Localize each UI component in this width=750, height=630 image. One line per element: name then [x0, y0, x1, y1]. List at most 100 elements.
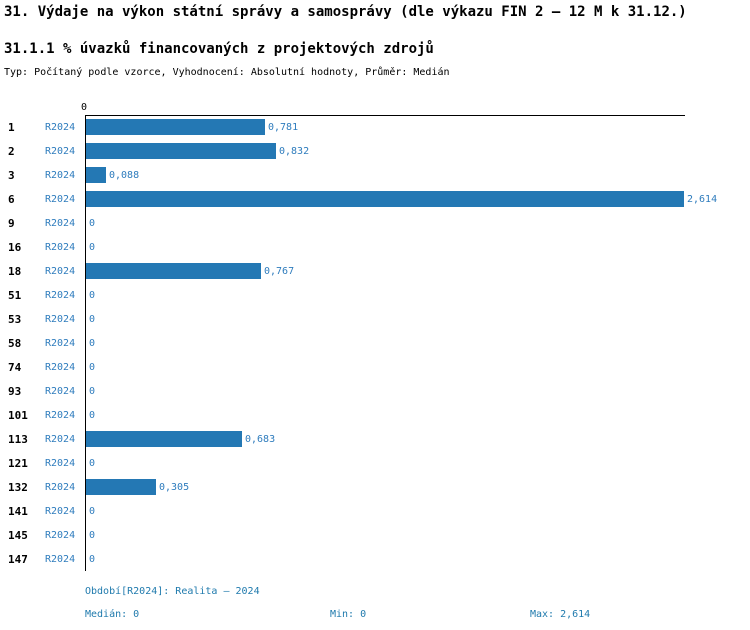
plot-cell: 0 — [85, 211, 750, 235]
axis-tick-zero: 0 — [81, 102, 88, 113]
chart-title: 31.1.1 % úvazků financovaných z projekto… — [4, 41, 434, 57]
series-link[interactable]: R2024 — [45, 553, 76, 565]
chart-row: 9 R2024 0 — [0, 211, 750, 235]
chart-row: 3 R2024 0,088 — [0, 163, 750, 187]
row-category-label: 147 — [8, 552, 28, 566]
bar-value-label: 0 — [89, 289, 96, 301]
bar-value-label: 0,088 — [109, 169, 140, 181]
plot-cell: 0,305 — [85, 475, 750, 499]
row-category-label: 1 — [8, 120, 15, 134]
chart-row: 93 R2024 0 — [0, 379, 750, 403]
plot-cell: 2,614 — [85, 187, 750, 211]
chart-row: 6 R2024 2,614 — [0, 187, 750, 211]
bar-value-label: 0 — [89, 457, 96, 469]
bar-value-label: 0 — [89, 505, 96, 517]
series-link[interactable]: R2024 — [45, 217, 76, 229]
plot-cell: 0 — [85, 379, 750, 403]
series-link[interactable]: R2024 — [45, 121, 76, 133]
plot-cell: 0 — [85, 307, 750, 331]
top-axis-line — [85, 115, 685, 116]
row-category-label: 145 — [8, 528, 28, 542]
chart-row: 132 R2024 0,305 — [0, 475, 750, 499]
row-category-label: 141 — [8, 504, 28, 518]
series-link[interactable]: R2024 — [45, 433, 76, 445]
series-link[interactable]: R2024 — [45, 241, 76, 253]
plot-cell: 0 — [85, 451, 750, 475]
chart-row: 18 R2024 0,767 — [0, 259, 750, 283]
bar-value-label: 0,683 — [245, 433, 276, 445]
series-link[interactable]: R2024 — [45, 361, 76, 373]
plot-cell: 0,781 — [85, 115, 750, 139]
bar-value-label: 0,305 — [159, 481, 190, 493]
bar-value-label: 0,832 — [279, 145, 310, 157]
chart-row: 113 R2024 0,683 — [0, 427, 750, 451]
series-link[interactable]: R2024 — [45, 481, 76, 493]
footer-min-label: Min: 0 — [330, 609, 367, 620]
series-link[interactable]: R2024 — [45, 145, 76, 157]
bar-value-label: 0 — [89, 529, 96, 541]
bar — [86, 119, 265, 135]
chart-row: 53 R2024 0 — [0, 307, 750, 331]
row-category-label: 132 — [8, 480, 28, 494]
series-link[interactable]: R2024 — [45, 337, 76, 349]
bar — [86, 263, 261, 279]
plot-cell: 0 — [85, 403, 750, 427]
series-link[interactable]: R2024 — [45, 289, 76, 301]
series-link[interactable]: R2024 — [45, 385, 76, 397]
row-category-label: 58 — [8, 336, 22, 350]
plot-cell: 0 — [85, 355, 750, 379]
plot-cell: 0,832 — [85, 139, 750, 163]
bar — [86, 479, 156, 495]
row-category-label: 101 — [8, 408, 28, 422]
bar-value-label: 0 — [89, 385, 96, 397]
series-link[interactable]: R2024 — [45, 313, 76, 325]
plot-cell: 0 — [85, 283, 750, 307]
series-link[interactable]: R2024 — [45, 457, 76, 469]
bar-value-label: 0 — [89, 217, 96, 229]
plot-cell: 0,088 — [85, 163, 750, 187]
row-category-label: 113 — [8, 432, 28, 446]
series-link[interactable]: R2024 — [45, 169, 76, 181]
row-category-label: 9 — [8, 216, 15, 230]
row-category-label: 16 — [8, 240, 22, 254]
chart-row: 147 R2024 0 — [0, 547, 750, 571]
chart-row: 121 R2024 0 — [0, 451, 750, 475]
footer-period-label: Období[R2024]: Realita – 2024 — [85, 586, 260, 597]
bar — [86, 143, 276, 159]
plot-cell: 0 — [85, 235, 750, 259]
plot-cell: 0,767 — [85, 259, 750, 283]
chart-rows: 1 R2024 0,781 2 R2024 0,832 3 R2024 0,088 6 R2024 2… — [0, 115, 750, 571]
chart-meta-info: Typ: Počítaný podle vzorce, Vyhodnocení:… — [4, 67, 450, 78]
plot-cell: 0 — [85, 331, 750, 355]
chart-row: 101 R2024 0 — [0, 403, 750, 427]
row-category-label: 74 — [8, 360, 22, 374]
chart-row: 16 R2024 0 — [0, 235, 750, 259]
row-category-label: 6 — [8, 192, 15, 206]
bar-value-label: 0,781 — [268, 121, 299, 133]
chart-row: 74 R2024 0 — [0, 355, 750, 379]
footer-max-label: Max: 2,614 — [530, 609, 591, 620]
row-category-label: 3 — [8, 168, 15, 182]
chart-row: 51 R2024 0 — [0, 283, 750, 307]
chart-row: 2 R2024 0,832 — [0, 139, 750, 163]
footer-median-label: Medián: 0 — [85, 609, 140, 620]
bar — [86, 167, 106, 183]
series-link[interactable]: R2024 — [45, 529, 76, 541]
series-link[interactable]: R2024 — [45, 193, 76, 205]
chart-row: 58 R2024 0 — [0, 331, 750, 355]
bar — [86, 431, 242, 447]
plot-cell: 0 — [85, 499, 750, 523]
series-link[interactable]: R2024 — [45, 505, 76, 517]
bar — [86, 191, 684, 207]
bar-value-label: 2,614 — [687, 193, 718, 205]
series-link[interactable]: R2024 — [45, 409, 76, 421]
row-category-label: 51 — [8, 288, 22, 302]
series-link[interactable]: R2024 — [45, 265, 76, 277]
plot-cell: 0 — [85, 523, 750, 547]
bar-value-label: 0 — [89, 409, 96, 421]
bar-value-label: 0 — [89, 313, 96, 325]
bar-value-label: 0,767 — [264, 265, 295, 277]
bar-value-label: 0 — [89, 361, 96, 373]
row-category-label: 93 — [8, 384, 22, 398]
